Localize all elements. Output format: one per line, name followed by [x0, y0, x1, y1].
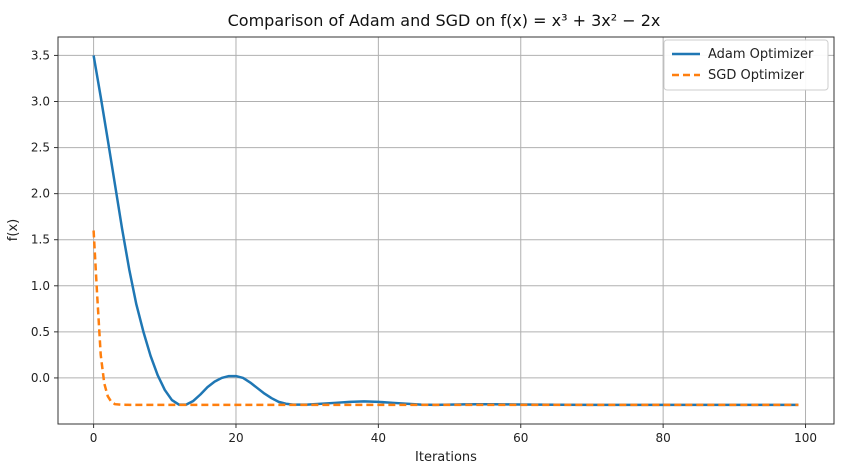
legend-box — [663, 39, 829, 91]
x-tick-label: 40 — [371, 431, 386, 445]
y-tick-label: 0.0 — [31, 371, 50, 385]
x-axis-label: Iterations — [415, 450, 477, 465]
y-tick-label: 0.5 — [31, 325, 50, 339]
y-tick-label: 3.0 — [31, 95, 50, 109]
series-line-sgd — [92, 230, 799, 407]
y-tick-label: 2.5 — [31, 141, 50, 155]
y-axis-label: f(x) — [6, 219, 21, 241]
legend-label-adam: Adam Optimizer — [708, 47, 814, 62]
x-tick-label: 60 — [513, 431, 528, 445]
y-tick-label: 3.5 — [31, 48, 50, 62]
x-tick-label: 100 — [794, 431, 817, 445]
legend: Adam Optimizer SGD Optimizer — [663, 39, 829, 91]
y-tick-label: 2.0 — [31, 187, 50, 201]
axis-ticks: 0 20 40 60 80 100 0.0 0.5 1.0 1.5 2.0 2.5 3.0 3.5 — [31, 48, 817, 445]
legend-label-sgd: SGD Optimizer — [708, 68, 805, 83]
y-tick-label: 1.5 — [31, 233, 50, 247]
y-tick-label: 1.0 — [31, 279, 50, 293]
plot-frame — [57, 36, 835, 425]
chart-title: Comparison of Adam and SGD on f(x) = x³ … — [228, 11, 661, 30]
x-tick-label: 80 — [655, 431, 670, 445]
series-line-adam — [92, 55, 799, 407]
series-lines — [92, 55, 799, 407]
x-tick-label: 0 — [90, 431, 98, 445]
plot-area — [58, 37, 834, 424]
x-tick-label: 20 — [228, 431, 243, 445]
